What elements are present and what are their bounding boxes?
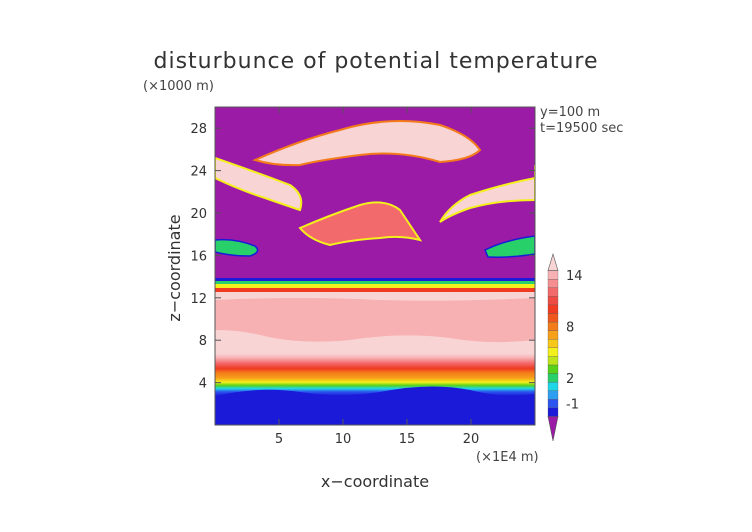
patch-16km-left (215, 238, 259, 257)
colorbar-seg-7 (547, 356, 559, 366)
colorbar-seg-3 (547, 390, 559, 400)
y-axis-ticks: 4 8 12 16 20 24 28 (190, 122, 535, 392)
layer-low (215, 384, 535, 425)
upper-patch-left (215, 156, 303, 212)
patch-16km-right (484, 235, 535, 258)
x-tick-label-1: 10 (335, 432, 352, 447)
y-tick-label-4: 20 (190, 207, 207, 222)
x-axis-ticks: 5 10 15 20 (275, 107, 479, 447)
colorbar-seg-15 (547, 287, 559, 297)
annotation-t: t=19500 sec (540, 121, 623, 136)
band-12km-green (215, 281, 535, 284)
colorbar-seg-1 (547, 407, 559, 417)
colorbar-seg-2 (547, 399, 559, 408)
band-12km-red (215, 288, 535, 292)
plot-frame (214, 106, 536, 426)
colorbar: -1 2 8 14 (547, 252, 583, 442)
layer-pink (215, 298, 535, 343)
colorbar-label-3: 14 (566, 269, 583, 284)
upper-patch-right (439, 165, 535, 223)
chart-title: disturbunce of potential temperature (154, 49, 599, 74)
colorbar-seg-8 (547, 347, 559, 357)
colorbar-seg-17 (547, 270, 559, 280)
colorbar-seg-5 (547, 373, 559, 383)
colorbar-seg-14 (547, 296, 559, 306)
colorbar-seg-16 (547, 279, 559, 288)
y-tick-label-2: 12 (190, 292, 207, 307)
colorbar-label-1: 2 (566, 372, 574, 387)
x-unit-note: (×1E4 m) (476, 450, 539, 465)
colorbar-label-0: -1 (566, 398, 579, 413)
x-tick-label-3: 20 (463, 432, 480, 447)
y-tick-label-6: 28 (190, 122, 207, 137)
colorbar-seg-6 (547, 364, 559, 374)
colorbar-seg-4 (547, 381, 559, 391)
y-axis-label: z−coordinate (165, 214, 184, 321)
heatmap-field (215, 107, 535, 425)
x-axis-label: x−coordinate (321, 472, 429, 491)
band-12km-yellow (215, 284, 535, 288)
upper-patch-center (252, 120, 482, 167)
y-tick-label-1: 8 (199, 334, 207, 349)
colorbar-seg-13 (547, 304, 559, 314)
band-12km-blue (215, 278, 535, 281)
colorbar-seg-9 (547, 339, 559, 348)
colorbar-seg-12 (547, 313, 559, 323)
y-tick-label-3: 16 (190, 249, 207, 264)
colorbar-label-2: 8 (566, 320, 574, 335)
upper-patch-middle (298, 201, 423, 247)
y-tick-label-5: 24 (190, 165, 207, 180)
x-tick-label-0: 5 (275, 432, 283, 447)
annotation-y: y=100 m (540, 105, 600, 120)
colorbar-seg-10 (547, 330, 559, 340)
x-tick-label-2: 15 (399, 432, 416, 447)
colorbar-seg-11 (547, 321, 559, 331)
y-unit-note: (×1000 m) (143, 79, 214, 94)
colorbar-seg-0 (547, 416, 559, 442)
y-tick-label-0: 4 (199, 377, 207, 392)
colorbar-seg-18 (547, 252, 559, 271)
